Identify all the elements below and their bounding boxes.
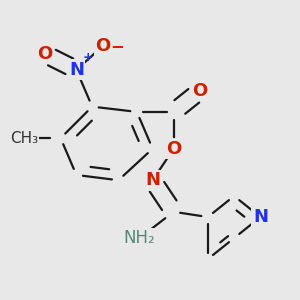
Text: +: + bbox=[83, 52, 94, 64]
Text: N: N bbox=[69, 61, 84, 79]
Text: O: O bbox=[166, 140, 181, 158]
Text: O: O bbox=[95, 37, 110, 55]
Text: NH₂: NH₂ bbox=[124, 229, 155, 247]
Text: O: O bbox=[192, 82, 208, 100]
Text: O: O bbox=[37, 45, 52, 63]
Text: CH₃: CH₃ bbox=[10, 131, 38, 146]
Text: N: N bbox=[253, 208, 268, 226]
Text: N: N bbox=[145, 171, 160, 189]
Text: −: − bbox=[110, 37, 124, 55]
